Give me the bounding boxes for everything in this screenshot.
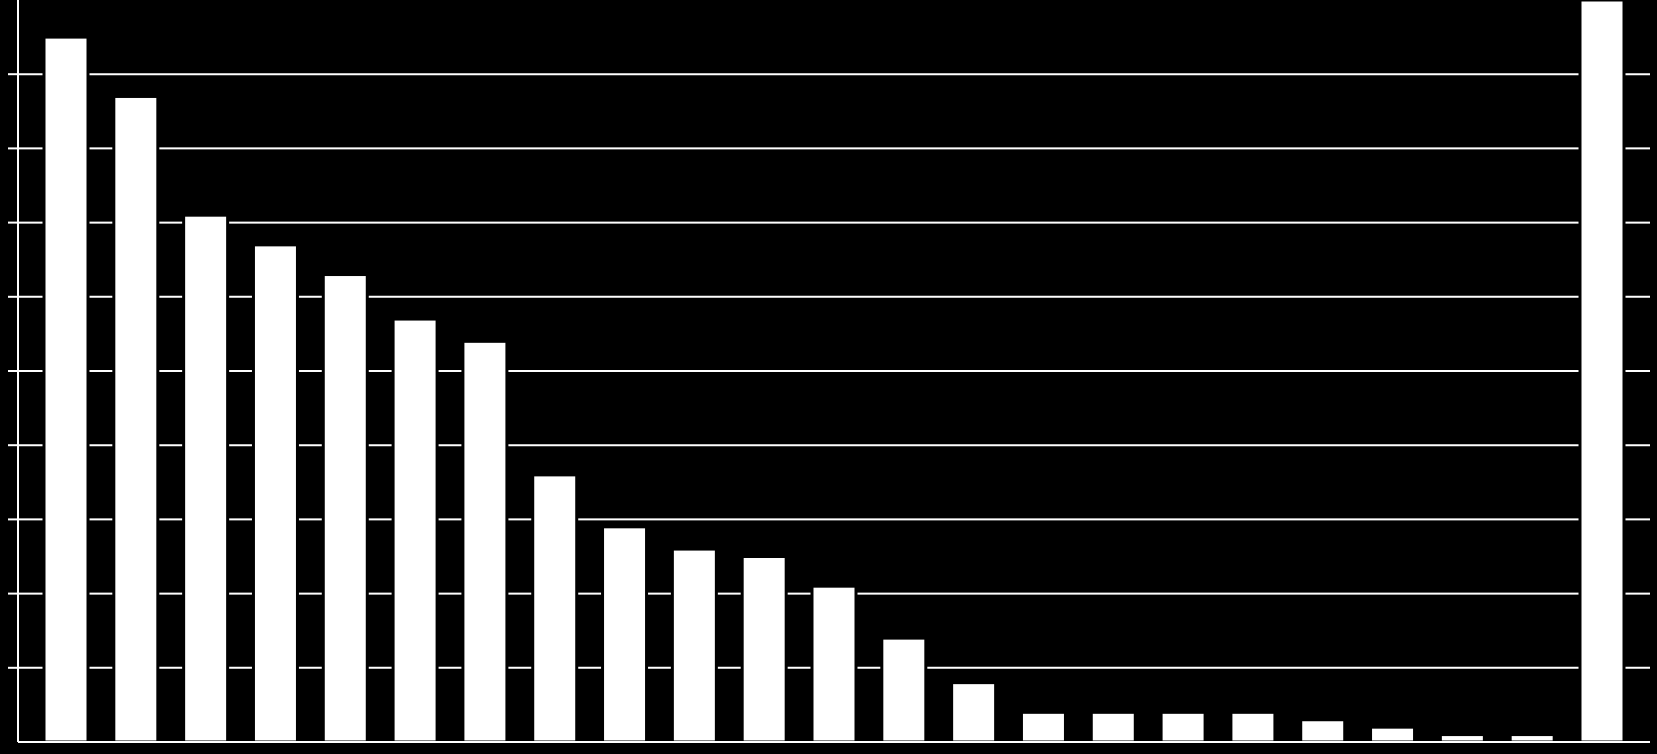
bar [1371,727,1415,742]
bar [463,341,507,742]
bar [114,96,158,742]
bar [1440,735,1484,742]
bar-chart-svg [0,0,1657,754]
bar [882,638,926,742]
bar [812,586,856,742]
bar [1021,712,1065,742]
bar [742,557,786,743]
bar [1091,712,1135,742]
bar [184,215,228,742]
bar-chart [0,0,1657,754]
bar [1301,720,1345,742]
bar [603,527,647,742]
bar [44,37,88,742]
bar [533,475,577,742]
bar [323,275,367,742]
bar [1510,735,1554,742]
bar [1161,712,1205,742]
bar [1580,0,1624,742]
bar [952,683,996,742]
bar [393,319,437,742]
bar [253,245,297,742]
bar [672,549,716,742]
bar [1231,712,1275,742]
